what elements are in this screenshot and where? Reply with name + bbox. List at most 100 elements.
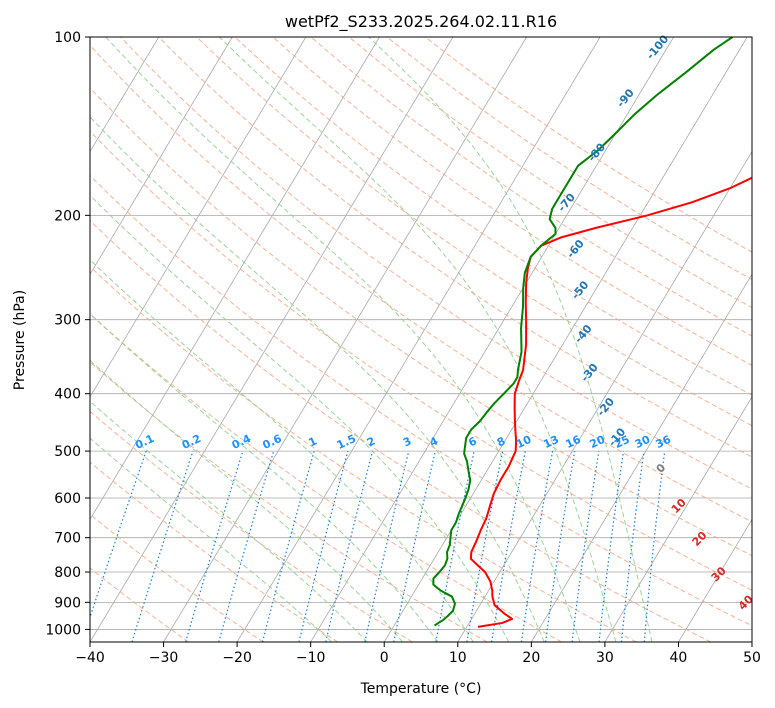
mixing-ratio-line bbox=[218, 450, 275, 642]
dry-adiabat-line bbox=[90, 265, 637, 642]
plot-frame bbox=[89, 36, 753, 643]
moist-adiabat-label: 10 bbox=[669, 496, 689, 516]
x-tick-label: 30 bbox=[596, 650, 614, 666]
mixing-ratio-line bbox=[131, 450, 194, 642]
dry-adiabat-line bbox=[90, 461, 339, 642]
series-layer bbox=[432, 37, 752, 628]
mixing-ratio-line bbox=[598, 451, 625, 642]
y-tick-label: 400 bbox=[54, 387, 81, 403]
dry-adiabat-line bbox=[272, 37, 752, 366]
mixing-ratio-line bbox=[620, 451, 645, 642]
mixing-ratio-line bbox=[364, 450, 410, 642]
mixing-ratio-label: 36 bbox=[654, 433, 674, 451]
x-tick-label: −40 bbox=[75, 650, 105, 666]
x-tick-label: 40 bbox=[670, 650, 688, 666]
y-tick-label: 100 bbox=[54, 30, 81, 46]
dry-adiabat-line bbox=[90, 312, 562, 642]
dry-adiabat-line bbox=[196, 37, 752, 427]
mixing-ratio-label: 0.6 bbox=[261, 432, 284, 452]
moist-adiabat-line bbox=[105, 37, 581, 642]
mixing-ratio-line bbox=[185, 450, 244, 642]
moist-adiabat-line bbox=[368, 37, 653, 642]
mixing-ratio-label: 0.1 bbox=[133, 432, 156, 452]
dry-adiabat-line bbox=[120, 37, 752, 490]
isotherm-line bbox=[751, 641, 752, 642]
dry-adiabat-label: -70 bbox=[555, 191, 578, 215]
dry-adiabat-line bbox=[90, 44, 752, 523]
dry-adiabat-line bbox=[90, 567, 189, 642]
isotherm-line bbox=[163, 37, 527, 642]
isotherm-line bbox=[236, 37, 601, 642]
x-tick-label: 0 bbox=[380, 650, 389, 666]
mixing-ratio-line bbox=[571, 451, 600, 642]
dewpoint-profile-line bbox=[432, 37, 734, 627]
dry-adiabat-line bbox=[90, 513, 264, 642]
isotherm-line bbox=[383, 37, 748, 642]
isotherm-line bbox=[0, 37, 12, 642]
mixing-ratio-label: 13 bbox=[541, 433, 560, 451]
x-axis-label: Temperature (°C) bbox=[360, 681, 482, 697]
isotherm-line bbox=[530, 273, 752, 642]
mixing-ratio-label: 4 bbox=[428, 434, 441, 449]
mixing-ratio-label: 30 bbox=[633, 433, 653, 451]
y-tick-label: 800 bbox=[54, 565, 81, 581]
moist-adiabat-label: 0 bbox=[654, 461, 669, 476]
y-tick-label: 700 bbox=[54, 531, 81, 547]
x-tick-label: −20 bbox=[222, 650, 252, 666]
isotherm-line bbox=[604, 396, 752, 642]
moist-adiabat-line bbox=[90, 400, 368, 642]
dry-adiabat-line bbox=[90, 174, 752, 627]
moist-adiabat-line bbox=[218, 37, 617, 642]
mixing-ratio-label: 2 bbox=[365, 434, 377, 449]
y-tick-label: 1000 bbox=[45, 622, 81, 638]
mixing-ratio-label: 16 bbox=[564, 433, 584, 451]
y-tick-label: 200 bbox=[54, 208, 81, 224]
axis-layer: −40 −30 −20 −10 0 10 20 30 40 5010020030040050060… bbox=[45, 30, 761, 666]
x-tick-label: −10 bbox=[296, 650, 326, 666]
dry-adiabat-line bbox=[424, 37, 752, 253]
dry-adiabat-line bbox=[90, 361, 488, 642]
mixing-ratio-label: 1 bbox=[306, 434, 318, 449]
mixing-ratio-label: 25 bbox=[612, 433, 631, 451]
moist-adiabat-line bbox=[90, 437, 333, 642]
dry-adiabat-line bbox=[90, 219, 712, 642]
mixing-ratio-label: 3 bbox=[401, 434, 413, 449]
mixing-ratio-label: 6 bbox=[466, 434, 479, 449]
isotherm-line bbox=[678, 518, 752, 642]
y-axis-label: Pressure (hPa) bbox=[12, 290, 28, 390]
dry-adiabat-line bbox=[234, 37, 752, 396]
label-layer: 0.1 0.2 0.4 0.6 1 1.5 2 3 4 6 8 10 13 16 20 25 30 36-100-… bbox=[133, 32, 756, 612]
x-tick-label: 50 bbox=[743, 650, 761, 666]
isotherm-line bbox=[90, 37, 233, 275]
mixing-ratio-line bbox=[466, 450, 504, 642]
dry-adiabat-label: -30 bbox=[578, 361, 601, 385]
x-tick-label: 10 bbox=[449, 650, 467, 666]
moist-adiabat-label: 20 bbox=[690, 529, 710, 549]
isotherm-line bbox=[90, 37, 160, 153]
dry-adiabat-line bbox=[90, 410, 413, 642]
mixing-ratio-label: 10 bbox=[514, 433, 534, 451]
mixing-ratio-line bbox=[325, 450, 374, 642]
isotherm-line bbox=[90, 37, 380, 521]
mixing-ratio-line bbox=[520, 450, 554, 642]
moist-adiabat-line bbox=[90, 359, 403, 642]
moist-adiabat-line bbox=[90, 313, 439, 642]
mixing-ratio-label: 0.2 bbox=[180, 432, 203, 452]
mixing-ratio-line bbox=[643, 451, 666, 642]
dry-adiabat-line bbox=[90, 130, 752, 591]
y-tick-label: 500 bbox=[54, 444, 81, 460]
mixing-ratio-line bbox=[545, 450, 576, 642]
moist-adiabat-line bbox=[90, 259, 474, 642]
dry-adiabat-line bbox=[310, 37, 752, 337]
isotherm-line bbox=[90, 37, 454, 642]
y-tick-label: 900 bbox=[54, 595, 81, 611]
dry-adiabat-label: -50 bbox=[569, 278, 592, 302]
dry-adiabat-label: -90 bbox=[614, 86, 637, 110]
moist-adiabat-line bbox=[90, 194, 510, 642]
y-tick-label: 300 bbox=[54, 313, 81, 329]
moist-adiabat-label: 30 bbox=[709, 564, 729, 584]
mixing-ratio-line bbox=[298, 450, 349, 642]
mixing-ratio-label: 20 bbox=[588, 433, 608, 451]
dry-adiabat-label: -60 bbox=[564, 237, 587, 261]
